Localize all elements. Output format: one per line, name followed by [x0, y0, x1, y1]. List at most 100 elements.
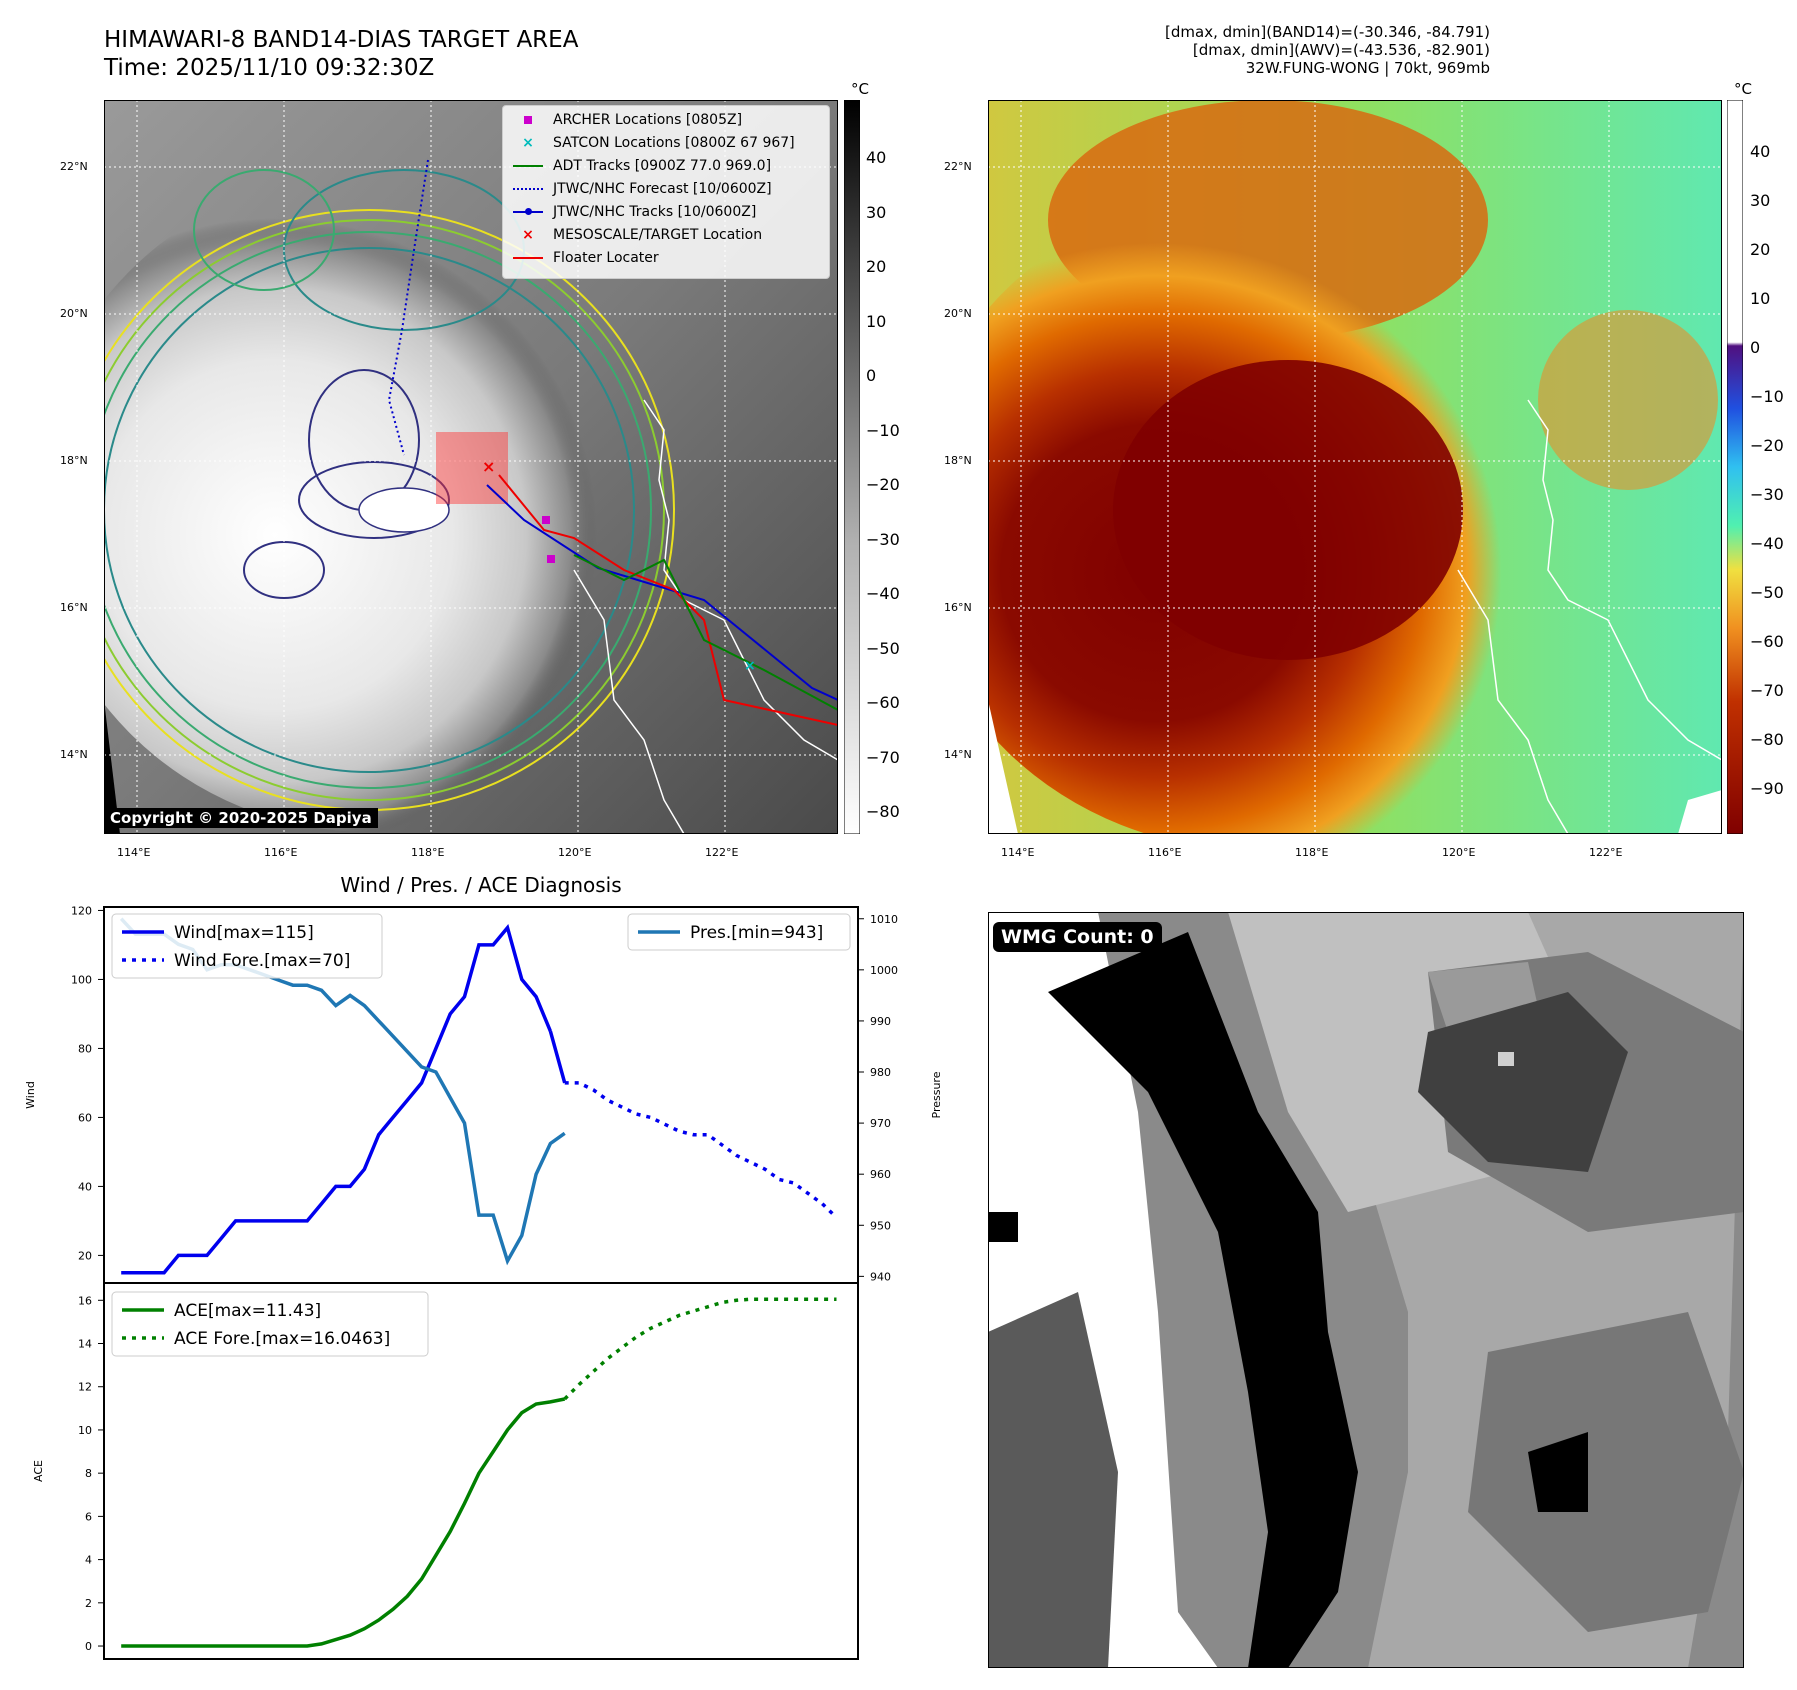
left-lat-label: 18°N [60, 454, 88, 467]
ace-forecast-series-line [563, 1297, 837, 1401]
jtwc-track [486, 484, 838, 701]
left-colorbar-tick: −60 [866, 693, 900, 712]
right-lon-label: 114°E [1001, 846, 1035, 859]
legend-entry: JTWC/NHC Forecast [10/0600Z] [511, 179, 772, 199]
left-lon-label: 118°E [411, 846, 445, 859]
right-colorbar-tick: 40 [1750, 142, 1771, 161]
right-colorbar-tick: 20 [1750, 240, 1771, 259]
legend-label: Pres.[min=943] [690, 923, 823, 943]
right-colorbar-tick: 10 [1750, 289, 1771, 308]
left-lat-label: 20°N [60, 307, 88, 320]
right-colorbar [1727, 100, 1743, 834]
pressure-tick-label: 980 [870, 1066, 891, 1079]
legend-label: Wind Fore.[max=70] [174, 951, 350, 971]
ace-tick-label: 6 [85, 1510, 92, 1523]
left-lon-label: 122°E [705, 846, 739, 859]
pressure-tick-label: 1010 [870, 913, 898, 926]
ace-tick-label: 16 [78, 1294, 92, 1307]
pressure-legend [627, 913, 851, 951]
right-colorbar-tick: −80 [1750, 730, 1784, 749]
legend-marker-icon [511, 181, 545, 197]
wind-axis-label: Wind [24, 1081, 37, 1109]
figure-title-line2: Time: 2025/11/10 09:32:30Z [104, 55, 435, 81]
info-line1: [dmax, dmin](BAND14)=(-30.346, -84.791) [1165, 23, 1490, 41]
floater-locater-track [498, 474, 838, 726]
wind-tick-label: 80 [78, 1042, 92, 1055]
legend-marker-icon [511, 112, 545, 128]
wind-tick-label: 100 [71, 973, 92, 986]
legend-label: Floater Locater [553, 250, 659, 266]
ace-legend [111, 1291, 429, 1357]
ace-axes-frame [103, 1282, 859, 1660]
jtwc-forecast-track [387, 159, 429, 456]
pressure-tick-label: 1000 [870, 964, 898, 977]
wmg-count-badge: WMG Count: 0 [993, 922, 1162, 952]
pressure-tick-label: 940 [870, 1270, 891, 1283]
left-colorbar-tick: 30 [866, 202, 887, 222]
right-lat-label: 16°N [944, 601, 972, 614]
pressure-axis-label: Pressure [930, 1071, 943, 1118]
wmg-panel [988, 912, 1744, 1668]
wind-legend [111, 913, 383, 979]
legend-label: SATCON Locations [0800Z 67 967] [553, 135, 795, 151]
wind-tick-label: 60 [78, 1111, 92, 1124]
left-colorbar-unit: °C [851, 80, 869, 98]
pressure-tick-label: 960 [870, 1168, 891, 1181]
ace-tick-label: 2 [85, 1597, 92, 1610]
left-colorbar-tick: 0 [866, 366, 877, 385]
ace-tick-label: 12 [78, 1381, 92, 1394]
right-lat-label: 20°N [944, 307, 972, 320]
floater-target-box [436, 432, 508, 504]
legend-entry: × SATCON Locations [0800Z 67 967] [511, 133, 795, 153]
figure-title-line1: HIMAWARI-8 BAND14-DIAS TARGET AREA [104, 27, 579, 53]
left-lat-label: 22°N [60, 160, 88, 173]
right-lon-label: 122°E [1589, 846, 1623, 859]
right-colorbar-tick: −90 [1750, 779, 1784, 798]
wind-tick-label: 120 [71, 904, 92, 917]
ace-axis-label: ACE [32, 1460, 45, 1482]
right-colorbar-tick: −60 [1750, 632, 1784, 651]
legend-label: ARCHER Locations [0805Z] [553, 112, 743, 128]
ace-tick-label: 8 [85, 1467, 92, 1480]
left-colorbar-tick: −50 [866, 638, 900, 658]
legend-label: JTWC/NHC Forecast [10/0600Z] [553, 181, 772, 197]
wind-tick-label: 40 [78, 1180, 92, 1193]
right-colorbar-tick: −20 [1750, 436, 1784, 455]
left-lon-label: 114°E [117, 846, 151, 859]
wind-forecast-series-line [564, 1081, 838, 1219]
left-map-legend: ARCHER Locations [0805Z] × SATCON Location… [502, 105, 830, 279]
right-lon-label: 118°E [1295, 846, 1329, 859]
pressure-tick-label: 970 [870, 1117, 891, 1130]
wind-series-line [548, 1030, 567, 1084]
ace-series-line [121, 1397, 566, 1648]
right-colorbar-tick: 30 [1750, 191, 1771, 210]
right-map [988, 100, 1722, 834]
left-colorbar-tick: −30 [866, 529, 900, 549]
svg-text:×: × [482, 457, 495, 476]
left-colorbar-tick: 40 [866, 148, 887, 167]
right-lat-label: 22°N [944, 160, 972, 173]
ace-tick-label: 0 [85, 1640, 92, 1653]
ace-tick-label: 10 [78, 1424, 92, 1437]
legend-label: ADT Tracks [0900Z 77.0 969.0] [553, 158, 772, 174]
info-line3: 32W.FUNG-WONG | 70kt, 969mb [1245, 59, 1490, 77]
svg-text:×: × [744, 658, 756, 674]
right-colorbar-tick: 0 [1750, 338, 1761, 357]
adt-track [573, 554, 838, 711]
copyright-badge: Copyright © 2020-2025 Dapiya [104, 808, 378, 828]
legend-marker-icon [511, 250, 545, 266]
legend-label: Wind[max=115] [174, 923, 314, 943]
left-colorbar-tick: −80 [866, 802, 900, 821]
left-colorbar-tick: 10 [866, 311, 887, 331]
legend-marker-icon: × [522, 135, 534, 151]
right-lon-label: 120°E [1442, 846, 1476, 859]
right-colorbar-tick: −40 [1750, 534, 1784, 553]
wind-series-line [121, 924, 553, 1275]
ace-tick-label: 4 [85, 1554, 92, 1567]
pressure-tick-label: 990 [870, 1015, 891, 1028]
left-colorbar-tick: 20 [866, 257, 887, 276]
info-line2: [dmax, dmin](AWV)=(-43.536, -82.901) [1192, 41, 1490, 59]
right-lon-label: 116°E [1148, 846, 1182, 859]
left-colorbar-tick: −10 [866, 420, 900, 440]
right-lat-label: 14°N [944, 748, 972, 761]
